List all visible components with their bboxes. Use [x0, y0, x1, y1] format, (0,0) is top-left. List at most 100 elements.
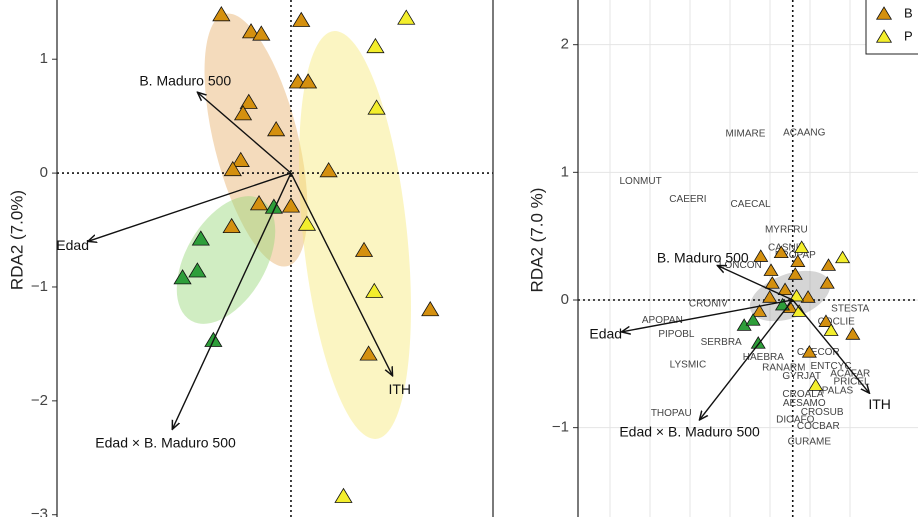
- point: [800, 290, 816, 303]
- point: [354, 241, 374, 257]
- point: [421, 300, 440, 317]
- species-label: APOPAN: [642, 315, 683, 326]
- point: [773, 245, 789, 259]
- point: [791, 304, 807, 317]
- point: [794, 240, 810, 253]
- point: [233, 105, 253, 121]
- point: [231, 151, 250, 167]
- species-label: BROPAP: [775, 250, 816, 261]
- arrow-label: B. Maduro 500: [657, 250, 749, 266]
- species-label: CROALA: [782, 389, 823, 400]
- y-tick-label: 1: [561, 163, 569, 180]
- point: [292, 11, 311, 27]
- species-label: PALAS: [822, 385, 854, 396]
- foreground: −3 −2 −1 0 1 RDA2 (7.0%) B. Maduro 500 Edad Edad…: [7, 0, 918, 517]
- point: [764, 276, 780, 289]
- point: [267, 121, 286, 137]
- point: [835, 250, 851, 264]
- y-tick-label: −3: [31, 506, 48, 517]
- y-tick-label: 2: [561, 36, 569, 53]
- legend-marker: [875, 29, 893, 43]
- arrow-label: Edad × B. Maduro 500: [619, 423, 760, 439]
- point: [359, 345, 378, 361]
- arrow: [717, 266, 794, 301]
- y-tick-label: −2: [31, 392, 48, 409]
- point: [823, 323, 839, 336]
- species-label: LONCON: [719, 260, 762, 271]
- point: [751, 304, 768, 317]
- point: [750, 336, 766, 349]
- point: [173, 269, 192, 285]
- y-tick-label: −1: [31, 278, 48, 295]
- point: [790, 254, 806, 267]
- species-label: ACAANG: [783, 127, 825, 138]
- species-label: GYRJAT: [782, 371, 821, 382]
- species-label: ENTCYC: [811, 361, 852, 372]
- point: [845, 327, 861, 340]
- y-tick-label: 1: [40, 50, 48, 67]
- y-tick-label: 0: [40, 164, 48, 181]
- species-label: PIPOBL: [658, 329, 695, 340]
- arrow: [621, 299, 793, 332]
- point: [252, 25, 271, 41]
- arrow-label: Edad: [589, 326, 622, 342]
- ellipse: [299, 31, 411, 439]
- y-tick-label: 0: [561, 291, 569, 308]
- species-label: CAECAL: [731, 199, 771, 210]
- arrow: [699, 299, 794, 420]
- species-label: CRONIV: [689, 298, 728, 309]
- arrow: [792, 299, 870, 393]
- point: [249, 195, 269, 211]
- species-label: MIMARE: [725, 129, 765, 140]
- point: [334, 487, 353, 503]
- species-label: DIOAFO: [776, 415, 815, 426]
- point: [787, 267, 803, 280]
- point: [745, 313, 761, 326]
- arrow: [172, 172, 292, 429]
- point: [762, 290, 778, 303]
- species-label: LONMUT: [620, 176, 662, 187]
- group-ellipses: [176, 13, 831, 439]
- y-axis-title: RDA2 (7.0%): [7, 190, 26, 290]
- point: [297, 215, 317, 231]
- point: [774, 297, 791, 311]
- arrow-label: Edad: [56, 237, 89, 253]
- y-axis-title: RDA2 (7.0 %): [527, 188, 546, 293]
- species-label: HAEBRA: [743, 352, 784, 363]
- arrow-label: ITH: [868, 396, 891, 412]
- point: [789, 288, 805, 302]
- species-label: STESTA: [831, 304, 869, 315]
- species-label: MYRFRU: [765, 224, 808, 235]
- point: [818, 314, 834, 327]
- arrow: [197, 92, 292, 174]
- species-label: PRICEL: [833, 376, 870, 387]
- point: [241, 23, 261, 39]
- species-label: ACAFAR: [830, 369, 870, 380]
- point: [281, 197, 301, 213]
- point: [191, 230, 210, 246]
- legend-marker: [875, 6, 893, 20]
- y-tick-label: −1: [552, 419, 569, 436]
- point: [365, 282, 384, 298]
- point: [753, 249, 769, 262]
- legend-label: B: [904, 5, 913, 20]
- point: [367, 99, 386, 115]
- legend-label: P: [904, 28, 913, 43]
- point: [319, 162, 338, 178]
- ellipse: [176, 196, 276, 324]
- plot-frame: [577, 0, 579, 517]
- point: [777, 282, 793, 296]
- species-label: CROSUB: [801, 407, 844, 418]
- species-label: CASNIT: [768, 242, 805, 253]
- point: [188, 262, 207, 278]
- legend-box: [865, 0, 918, 55]
- point: [397, 9, 416, 25]
- species-label: COCLIE: [818, 316, 856, 327]
- species-label: LYSMIC: [670, 360, 707, 371]
- point: [212, 6, 231, 22]
- point: [222, 217, 241, 234]
- plot-frame: [56, 0, 494, 517]
- point: [819, 276, 835, 289]
- point: [820, 258, 837, 271]
- point: [801, 345, 817, 358]
